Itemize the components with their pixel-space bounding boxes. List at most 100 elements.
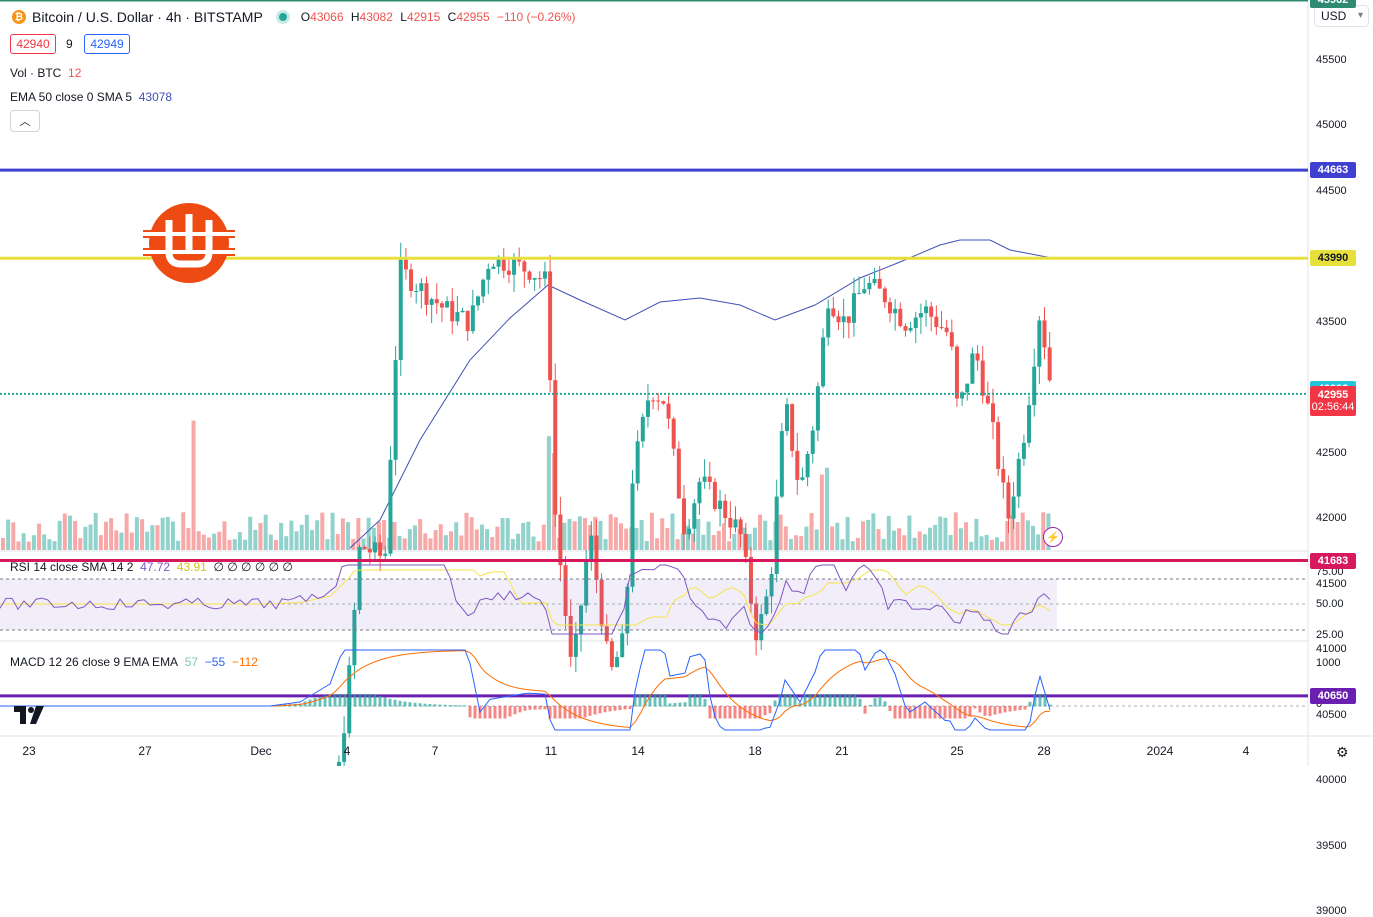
price-tick: 44500: [1316, 184, 1347, 197]
macd-histogram-bar: [423, 703, 427, 707]
time-tick: 28: [1037, 744, 1051, 758]
macd-histogram-bar: [668, 703, 672, 707]
candle-body: [903, 326, 908, 331]
volume-bar: [598, 520, 603, 550]
macd-histogram-bar: [678, 702, 682, 707]
macd-histogram-bar: [608, 706, 612, 712]
macd-histogram-bar: [868, 705, 872, 707]
volume-bar: [603, 539, 608, 550]
macd-histogram-bar: [473, 706, 477, 719]
candle-body: [455, 312, 460, 322]
candle-body: [563, 565, 568, 616]
chart-canvas[interactable]: [0, 0, 1373, 766]
volume-bar: [98, 535, 103, 550]
macd-histogram-bar: [878, 696, 882, 707]
macd-histogram-bar: [523, 706, 527, 711]
gear-icon[interactable]: ⚙: [1336, 744, 1349, 760]
macd-line: [0, 649, 1051, 731]
volume-bar: [299, 524, 304, 550]
macd-histogram-bar: [633, 694, 637, 707]
macd-histogram-bar: [573, 706, 577, 719]
candle-body: [692, 503, 697, 529]
rsi-legend[interactable]: RSI 14 close SMA 14 2 47.72 43.91 ∅ ∅ ∅ …: [10, 560, 293, 574]
volume-legend[interactable]: Vol · BTC 12: [10, 66, 82, 80]
volume-bar: [248, 516, 253, 550]
volume-bar: [232, 539, 237, 550]
macd-histogram-bar: [658, 694, 662, 707]
macd-histogram-bar: [528, 706, 532, 710]
volume-bar: [438, 524, 443, 550]
volume-bar: [938, 516, 943, 550]
currency-selector[interactable]: USD ▾: [1314, 5, 1369, 27]
macd-histogram-bar: [543, 706, 547, 710]
candle-body: [991, 403, 995, 423]
candle-body: [913, 317, 918, 328]
symbol-title[interactable]: Bitcoin / U.S. Dollar · 4h · BITSTAMP: [32, 9, 263, 25]
candle-body: [1001, 468, 1006, 483]
volume-bar: [711, 534, 716, 550]
volume-bar: [958, 528, 963, 550]
sell-price-box[interactable]: 42940: [10, 34, 56, 54]
symbol-header[interactable]: ₿ Bitcoin / U.S. Dollar · 4h · BITSTAMP …: [12, 8, 580, 26]
candle-body: [738, 519, 743, 535]
macd-histogram-bar: [493, 706, 497, 719]
candle-body: [367, 548, 372, 553]
macd-histogram-bar: [453, 705, 457, 707]
macd-tick: 0: [1316, 698, 1323, 710]
macd-histogram-bar: [683, 702, 687, 707]
candle-body: [573, 633, 578, 657]
lightning-icon[interactable]: ⚡: [1043, 527, 1063, 547]
macd-histogram-bar: [828, 694, 832, 707]
macd-histogram-bar: [428, 704, 432, 707]
candle-body: [924, 306, 929, 314]
candle-body: [486, 268, 491, 280]
macd-histogram-bar: [588, 706, 592, 716]
time-tick: 14: [631, 744, 645, 758]
volume-bar: [16, 541, 21, 550]
candle-body: [460, 310, 465, 313]
volume-bar: [449, 531, 454, 550]
macd-legend[interactable]: MACD 12 26 close 9 EMA EMA 57 −55 −112: [10, 655, 258, 669]
buy-price-box[interactable]: 42949: [84, 34, 130, 54]
candle-body: [481, 279, 486, 297]
candle-body: [537, 278, 542, 280]
level-tag: 41683: [1310, 552, 1356, 569]
volume-bar: [57, 520, 62, 550]
macd-histogram-bar: [923, 706, 927, 719]
tradingview-logo-icon[interactable]: [14, 706, 44, 724]
volume-bar: [855, 537, 860, 550]
price-tick: 39000: [1316, 905, 1347, 917]
volume-bar: [160, 517, 165, 550]
volume-bar: [747, 533, 752, 550]
volume-bar: [26, 541, 31, 550]
macd-histogram-bar: [308, 699, 312, 707]
candle-body: [676, 448, 681, 499]
macd-histogram-bar: [1013, 706, 1017, 711]
macd-histogram-bar: [738, 706, 742, 719]
ema-curve: [349, 239, 1053, 549]
volume-bar: [541, 524, 546, 550]
volume-bar: [701, 534, 706, 550]
candle-body: [728, 517, 733, 528]
ema-legend[interactable]: EMA 50 close 0 SMA 5 43078: [10, 90, 173, 104]
volume-bar: [402, 538, 407, 550]
volume-bar: [155, 525, 160, 550]
macd-histogram-bar: [338, 694, 342, 707]
volume-bar: [572, 521, 577, 550]
collapse-legend-button[interactable]: ︿: [10, 110, 40, 132]
volume-bar: [948, 535, 953, 550]
candle-body: [795, 450, 800, 480]
volume-bar: [1000, 541, 1005, 550]
volume-bar: [608, 514, 613, 550]
macd-histogram-bar: [773, 700, 777, 707]
volume-bar: [407, 529, 412, 550]
volume-bar: [474, 529, 479, 550]
candle-body: [867, 283, 872, 290]
macd-histogram-bar: [418, 703, 422, 707]
volume-bar: [134, 517, 139, 550]
volume-bar: [969, 541, 974, 550]
volume-bar: [897, 528, 902, 550]
candle-body: [651, 400, 656, 402]
volume-bar: [964, 522, 969, 550]
candlesticks[interactable]: [270, 242, 1052, 766]
